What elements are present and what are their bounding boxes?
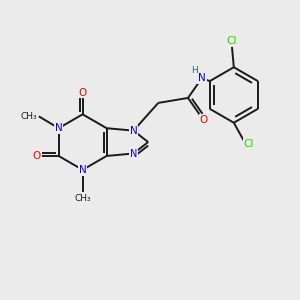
Text: H: H [192, 66, 198, 75]
Text: O: O [79, 88, 87, 98]
Text: Cl: Cl [226, 37, 237, 46]
Text: O: O [200, 115, 208, 125]
Text: N: N [130, 126, 137, 136]
Text: CH₃: CH₃ [74, 194, 91, 202]
Text: CH₃: CH₃ [20, 112, 37, 121]
Text: N: N [79, 165, 86, 175]
Text: N: N [130, 148, 137, 158]
Text: O: O [33, 151, 41, 161]
Text: N: N [55, 123, 62, 133]
Text: Cl: Cl [244, 139, 254, 148]
Text: N: N [198, 73, 206, 83]
